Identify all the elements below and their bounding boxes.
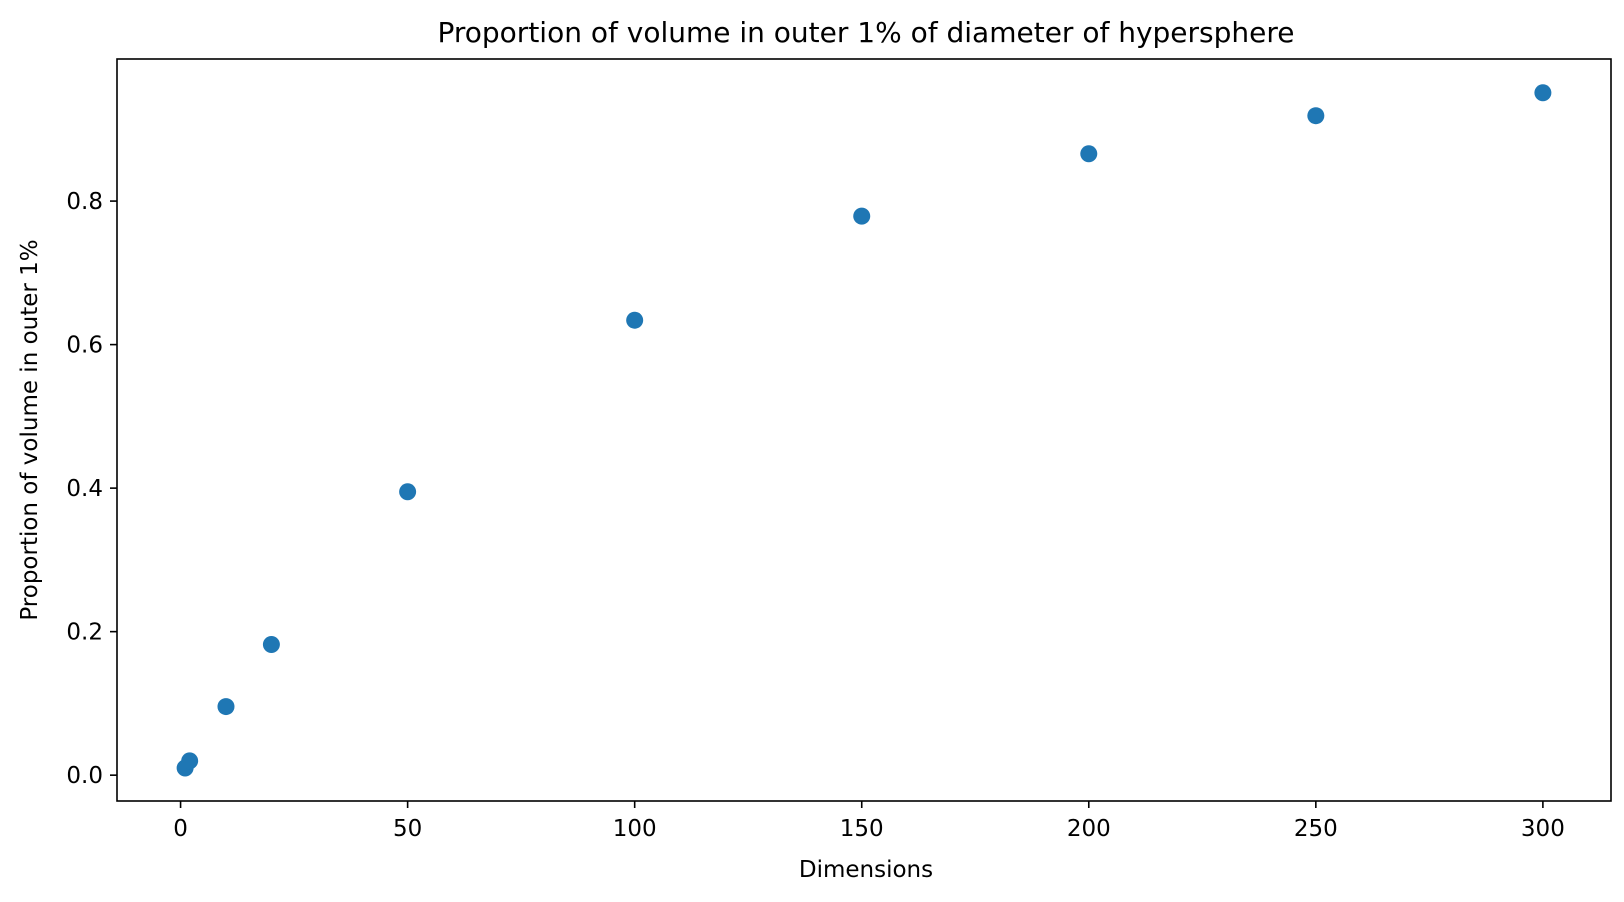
y-tick-label: 0.0 xyxy=(66,763,103,789)
chart-title: Proportion of volume in outer 1% of diam… xyxy=(437,16,1294,49)
x-tick-label: 250 xyxy=(1294,816,1338,842)
scatter-points xyxy=(176,84,1552,777)
plot-frame xyxy=(116,58,1612,802)
data-point xyxy=(399,483,417,501)
x-tick-label: 300 xyxy=(1521,816,1565,842)
y-tick-label: 0.2 xyxy=(66,620,103,646)
x-axis-ticks: 0 50 100 150 200 250 300 xyxy=(173,801,1565,842)
y-tick-label: 0.8 xyxy=(66,189,103,215)
data-point xyxy=(217,698,235,716)
x-tick-label: 100 xyxy=(613,816,657,842)
x-axis-label: Dimensions xyxy=(799,857,933,883)
data-point xyxy=(1307,107,1325,125)
x-tick-label: 50 xyxy=(393,816,422,842)
data-point xyxy=(181,752,199,770)
x-tick-label: 150 xyxy=(840,816,884,842)
y-tick-label: 0.4 xyxy=(66,476,103,502)
data-point xyxy=(853,207,871,225)
x-tick-label: 200 xyxy=(1067,816,1111,842)
data-point xyxy=(1080,145,1098,163)
data-point xyxy=(1534,84,1552,102)
y-axis-label: Proportion of volume in outer 1% xyxy=(17,239,43,620)
x-tick-label: 0 xyxy=(173,816,188,842)
y-tick-label: 0.6 xyxy=(66,333,103,359)
data-point xyxy=(262,635,280,653)
data-point xyxy=(626,311,644,329)
y-axis-ticks: 0.0 0.2 0.4 0.6 0.8 xyxy=(66,189,117,789)
